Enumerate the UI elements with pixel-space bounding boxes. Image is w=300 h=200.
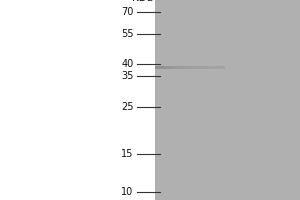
Bar: [202, 66, 203, 69]
Bar: [211, 66, 212, 69]
Bar: [161, 66, 163, 69]
Bar: [173, 66, 175, 69]
Bar: [214, 66, 216, 69]
Bar: [170, 66, 171, 69]
Bar: [183, 66, 184, 69]
Bar: [224, 66, 225, 69]
Bar: [171, 66, 172, 69]
Bar: [217, 66, 218, 69]
Bar: [218, 66, 219, 69]
Bar: [193, 66, 194, 69]
Bar: [163, 66, 164, 69]
Bar: [156, 66, 157, 69]
Bar: [198, 66, 199, 69]
Text: 15: 15: [121, 149, 134, 159]
Bar: [192, 66, 193, 69]
Text: 55: 55: [121, 29, 134, 39]
Bar: [213, 66, 214, 69]
Text: 70: 70: [121, 7, 134, 17]
Bar: [199, 66, 200, 69]
Bar: [167, 66, 169, 69]
Bar: [194, 66, 196, 69]
Bar: [166, 66, 167, 69]
Bar: [159, 66, 160, 69]
Bar: [188, 66, 189, 69]
Bar: [184, 66, 185, 69]
Bar: [175, 66, 176, 69]
Bar: [164, 66, 165, 69]
Bar: [157, 66, 158, 69]
Bar: [179, 66, 180, 69]
Bar: [189, 66, 190, 69]
Bar: [191, 66, 192, 69]
Bar: [172, 66, 173, 69]
Bar: [197, 66, 198, 69]
Bar: [220, 66, 221, 69]
Bar: [169, 66, 170, 69]
Bar: [176, 66, 177, 69]
Bar: [177, 66, 178, 69]
Text: 40: 40: [121, 59, 134, 69]
Bar: [203, 66, 204, 69]
Bar: [185, 66, 186, 69]
Bar: [178, 66, 179, 69]
Bar: [165, 66, 166, 69]
Bar: [219, 66, 220, 69]
Bar: [212, 66, 213, 69]
Text: 25: 25: [121, 102, 134, 112]
Text: 35: 35: [121, 71, 134, 81]
Bar: [206, 66, 207, 69]
Bar: [158, 66, 159, 69]
Bar: [196, 66, 197, 69]
Text: 10: 10: [121, 187, 134, 197]
Bar: [186, 66, 188, 69]
Bar: [180, 66, 181, 69]
Bar: [160, 66, 162, 69]
Bar: [200, 66, 202, 69]
Text: KDa: KDa: [132, 0, 153, 3]
Bar: [223, 66, 224, 69]
Bar: [182, 66, 183, 69]
Bar: [216, 66, 217, 69]
Bar: [210, 66, 211, 69]
Bar: [205, 66, 206, 69]
Bar: [154, 66, 156, 69]
Bar: [221, 66, 223, 69]
Bar: [204, 66, 205, 69]
Bar: [208, 66, 210, 69]
Bar: [207, 66, 208, 69]
Bar: [190, 66, 191, 69]
Bar: [154, 0, 300, 200]
